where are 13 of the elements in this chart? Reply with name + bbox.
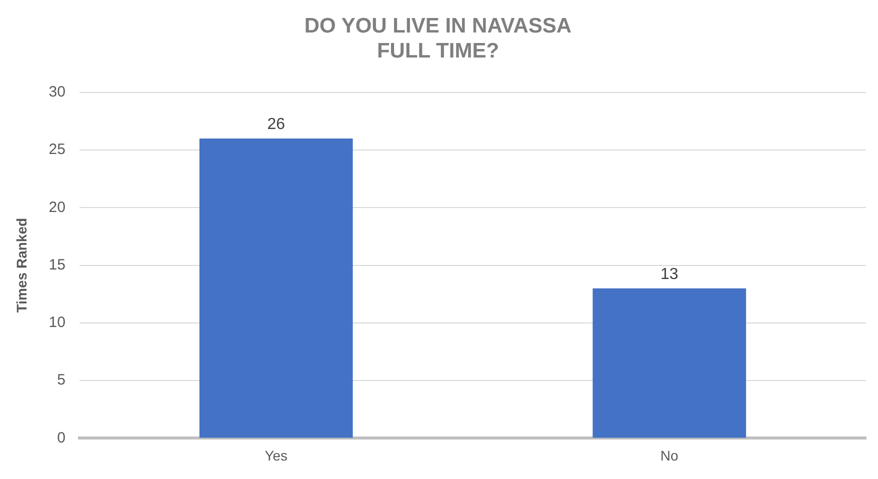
chart-title: DO YOU LIVE IN NAVASSA FULL TIME? [304,14,572,63]
data-label: 13 [660,266,678,283]
y-tick-label: 10 [48,314,66,332]
y-tick-label: 15 [48,256,66,274]
y-tick-label: 0 [57,429,66,446]
x-tick-label: No [660,447,679,464]
x-tick-label: Yes [264,447,288,464]
y-tick-label: 30 [48,84,66,101]
y-axis-title: Times Ranked [13,218,30,313]
y-tick-label: 20 [48,198,66,216]
data-label: 26 [267,116,286,133]
y-tick-label: 5 [57,372,66,389]
y-tick-label: 25 [48,141,66,158]
